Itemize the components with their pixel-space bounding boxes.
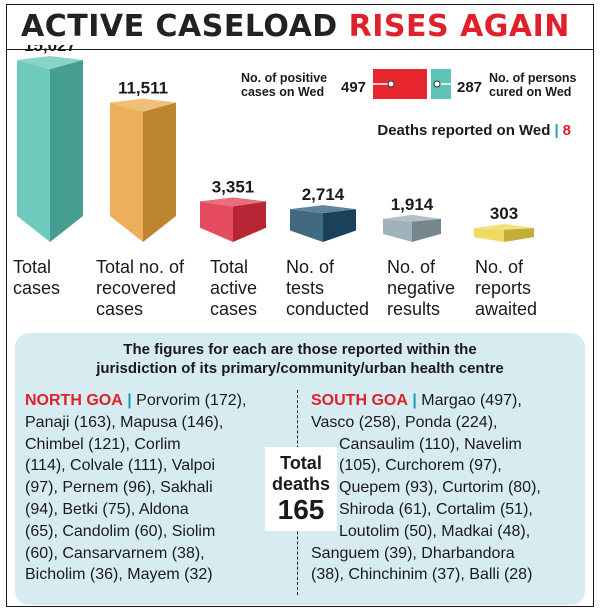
south-goa-region: SOUTH GOA — [311, 392, 408, 409]
bar-left-face — [383, 218, 412, 242]
bar-value-label: 2,714 — [302, 185, 345, 204]
legend-cured-label-line2: cured on Wed — [489, 85, 572, 99]
total-deaths-label-line1: Total — [280, 453, 322, 473]
total-deaths-value: 165 — [277, 494, 325, 525]
bar: 3,351 — [200, 177, 266, 242]
list-item: (105), Curchorem (97), — [339, 457, 502, 475]
legend-positive-value: 497 — [341, 79, 367, 96]
bar-left-face — [110, 102, 143, 242]
list-item: Shiroda (61), Cortalim (51), — [339, 500, 533, 518]
bar: 15,027 — [17, 45, 83, 242]
list-item: Bicholim (36), Mayem (32) — [25, 566, 213, 584]
list-item: (60), Cansarvarnem (38), — [25, 544, 205, 562]
bar-value-label: 3,351 — [212, 177, 255, 196]
deaths-wed-label: Deaths reported on Wed — [377, 122, 551, 139]
legend-positive-label-line1: No. of positive — [241, 71, 328, 85]
bar: 2,714 — [290, 185, 356, 242]
legend-cured-label: No. of persons cured on Wed — [489, 71, 577, 99]
south-goa-list: SOUTH GOA | Margao (497), Vasco (258), P… — [311, 390, 586, 586]
category-label: No. of reports awaited — [475, 257, 538, 319]
legend-positive-label: No. of positive cases on Wed — [241, 71, 327, 99]
bar-top-face — [474, 224, 534, 230]
list-item: Panaji (163), Mapusa (146), — [25, 413, 224, 431]
bar-right-face — [504, 228, 534, 242]
legend-cured-marker-dot — [433, 80, 441, 88]
bar-value-label: 1,914 — [391, 195, 434, 214]
bar-top-face — [290, 205, 356, 214]
legend-positive-label-line2: cases on Wed — [241, 85, 325, 99]
category-label: Total no. of recovered cases — [96, 257, 185, 319]
bar-left-face — [200, 201, 233, 242]
category-label: Total active cases — [210, 257, 258, 319]
legend-cured-value: 287 — [457, 79, 483, 96]
list-item: Loutolim (50), Madkai (48), — [339, 522, 531, 540]
bar-top-face — [200, 197, 266, 207]
deaths-wed: Deaths reported on Wed | 8 — [377, 122, 571, 139]
deaths-wed-separator: | — [554, 122, 559, 139]
bar-right-face — [412, 218, 441, 242]
legend-positive-marker-dot — [387, 80, 395, 88]
category-label: No. of tests conducted — [286, 257, 370, 319]
panel-heading: The figures for each are those reported … — [7, 340, 593, 378]
title-red-part: RISES AGAIN — [348, 9, 570, 44]
bar-top-face — [110, 98, 176, 112]
list-item: Vasco (258), Ponda (224), — [311, 413, 498, 431]
bar: 303 — [474, 204, 534, 242]
north-goa-pipe: | — [127, 392, 132, 409]
bar-value-label: 11,511 — [118, 79, 168, 98]
legend-cured-label-line1: No. of persons — [489, 71, 577, 85]
category-label: No. of negative results — [387, 257, 456, 319]
bar-value-label: 303 — [490, 204, 518, 223]
bar-top-face — [383, 214, 441, 222]
bar-value-label: 15,027 — [24, 45, 76, 55]
title-bar: ACTIVE CASELOAD RISES AGAIN — [7, 5, 593, 50]
list-item: Margao (497), — [416, 392, 522, 409]
north-goa-region: NORTH GOA — [25, 392, 123, 409]
bar-left-face — [17, 60, 50, 242]
list-item: Cansaulim (110), Navelim — [339, 435, 522, 453]
south-goa-pipe: | — [412, 392, 417, 409]
total-deaths-label-line2: deaths — [271, 474, 331, 494]
list-item: Sanguem (39), Dharbandora — [311, 544, 515, 562]
legend-swatches — [371, 69, 455, 99]
bar: 11,511 — [110, 79, 176, 242]
list-item: (94), Betki (75), Aldona — [25, 500, 189, 518]
list-item: (65), Candolim (60), Siolim — [25, 522, 216, 540]
bar: 1,914 — [383, 195, 441, 242]
bar-chart: 15,027 11,511 3,351 2,714 1,914 303 — [17, 45, 534, 242]
page-title: ACTIVE CASELOAD RISES AGAIN — [21, 10, 570, 44]
list-item: (38), Chinchinim (37), Balli (28) — [311, 566, 533, 584]
bar-left-face — [474, 228, 504, 242]
total-deaths-label: Total deaths — [265, 453, 337, 495]
bars-group: 15,027 11,511 3,351 2,714 1,914 303 — [17, 45, 534, 242]
panel-heading-line2: jurisdiction of its primary/community/ur… — [96, 360, 504, 377]
infographic-frame: ACTIVE CASELOAD RISES AGAIN No. of posit… — [6, 4, 594, 607]
bar-right-face — [323, 209, 356, 242]
bar-right-face — [50, 60, 83, 242]
list-item: (97), Pernem (96), Sakhali — [25, 479, 213, 497]
list-item: Chimbel (121), Corlim — [25, 435, 181, 453]
deaths-wed-value: 8 — [562, 122, 571, 139]
category-label: Total cases — [13, 257, 61, 298]
bar-right-face — [233, 201, 266, 242]
list-item: (114), Colvale (111), Valpoi — [25, 457, 216, 475]
south-goa-first-line: SOUTH GOA | Margao (497), — [311, 390, 586, 412]
north-goa-first-line: NORTH GOA | Porvorim (172), — [25, 390, 283, 412]
north-goa-list: NORTH GOA | Porvorim (172), Panaji (163)… — [25, 390, 283, 586]
list-item: Quepem (93), Curtorim (80), — [339, 479, 541, 497]
list-item: Porvorim (172), — [131, 392, 247, 409]
bar-top-face — [17, 56, 83, 70]
panel-heading-line1: The figures for each are those reported … — [123, 341, 477, 358]
bar-right-face — [143, 102, 176, 242]
bar-left-face — [290, 209, 323, 242]
total-deaths-box: Total deaths 165 — [265, 447, 337, 531]
title-dark-part: ACTIVE CASELOAD — [21, 9, 338, 44]
